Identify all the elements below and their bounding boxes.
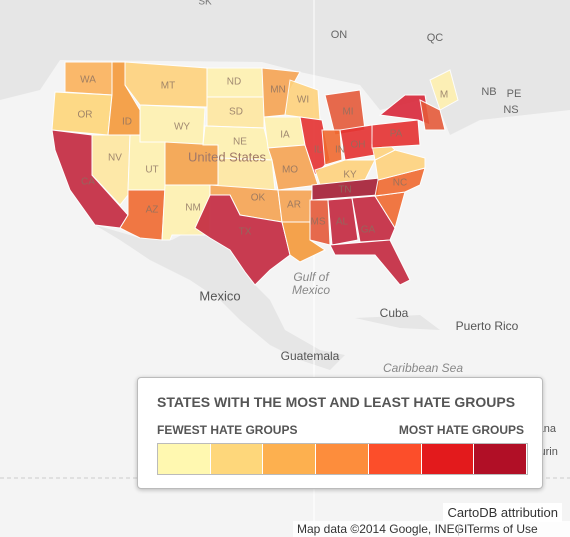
place-label: Gulf of — [293, 270, 330, 284]
legend-swatch — [421, 444, 475, 474]
place-label: NB — [481, 86, 496, 98]
state-label: M — [440, 90, 448, 101]
state-label: MT — [161, 81, 175, 92]
state — [127, 134, 166, 191]
state-label: OR — [78, 110, 93, 121]
state-label: TX — [239, 227, 252, 238]
state-label: IN — [335, 145, 345, 156]
cuba-land — [355, 315, 440, 330]
state-label: KY — [343, 170, 357, 181]
mexico-land — [95, 225, 345, 370]
legend-title: STATES WITH THE MOST AND LEAST HATE GROU… — [157, 394, 516, 410]
place-label: NS — [503, 104, 518, 116]
google-attribution: Map data ©2014 Google, INEGI | Terms of … — [293, 521, 570, 537]
place-label: Puerto Rico — [456, 319, 519, 333]
terms-link[interactable]: Terms of Use — [467, 522, 538, 536]
state — [284, 79, 321, 121]
state-label: OH — [351, 140, 366, 151]
state-label: ND — [227, 77, 241, 88]
place-label: Mexico — [199, 288, 240, 303]
state-label: IA — [280, 130, 290, 141]
state — [351, 195, 396, 243]
state-label: WY — [174, 122, 190, 133]
legend-scale — [157, 443, 528, 475]
place-label: Cuba — [380, 306, 409, 320]
state — [314, 159, 376, 186]
state-label: NE — [233, 137, 247, 148]
state — [194, 194, 291, 286]
legend-swatch — [158, 444, 211, 474]
state — [429, 69, 459, 111]
cartodb-attribution[interactable]: CartoDB attribution — [443, 503, 562, 522]
state — [139, 104, 206, 146]
state-label: AR — [287, 200, 301, 211]
legend-high-label: MOST HATE GROUPS — [398, 423, 524, 437]
state-label: AL — [336, 217, 349, 228]
state — [124, 61, 208, 108]
legend-swatch — [263, 444, 317, 474]
state-label: PA — [390, 129, 403, 140]
state — [371, 119, 421, 149]
place-label: SK — [198, 0, 212, 8]
place-label: QC — [427, 32, 444, 44]
state-label: OK — [251, 193, 266, 204]
state-label: ID — [122, 117, 132, 128]
legend-swatch — [316, 444, 369, 474]
state-label: NM — [185, 203, 201, 214]
state — [91, 134, 131, 206]
state-label: MO — [282, 165, 298, 176]
state-label: MI — [342, 107, 353, 118]
place-label: PE — [507, 88, 522, 100]
state-label: MN — [270, 85, 286, 96]
legend-low-label: FEWEST HATE GROUPS — [157, 423, 298, 437]
state-label: WA — [80, 75, 96, 86]
state-label: MS — [311, 217, 326, 228]
legend-swatch — [210, 444, 264, 474]
legend-swatch — [368, 444, 422, 474]
state-label: IL — [314, 145, 323, 156]
place-label: Guatemala — [281, 349, 340, 363]
state-label: GA — [361, 225, 376, 236]
state-label: AZ — [146, 205, 159, 216]
map-data: Map data ©2014 Google, INEGI — [297, 522, 468, 536]
place-label: United States — [188, 149, 267, 164]
place-label: ON — [331, 29, 348, 41]
state-label: WI — [297, 95, 309, 106]
state-label: SD — [229, 107, 243, 118]
states — [51, 61, 459, 286]
state — [267, 144, 319, 191]
state-label: CA — [81, 177, 95, 188]
state-label: NV — [108, 153, 122, 164]
state — [419, 99, 446, 131]
legend: STATES WITH THE MOST AND LEAST HATE GROU… — [137, 377, 543, 489]
state-label: TN — [338, 185, 351, 196]
legend-swatch — [474, 444, 528, 474]
state — [329, 239, 411, 286]
state-label: NC — [393, 178, 407, 189]
separator: | — [457, 522, 461, 536]
state-label: UT — [145, 165, 158, 176]
state — [321, 129, 343, 166]
state — [327, 197, 359, 246]
place-label: Caribbean Sea — [383, 361, 463, 375]
place-label: Mexico — [292, 283, 330, 297]
canada-land — [0, 0, 570, 135]
